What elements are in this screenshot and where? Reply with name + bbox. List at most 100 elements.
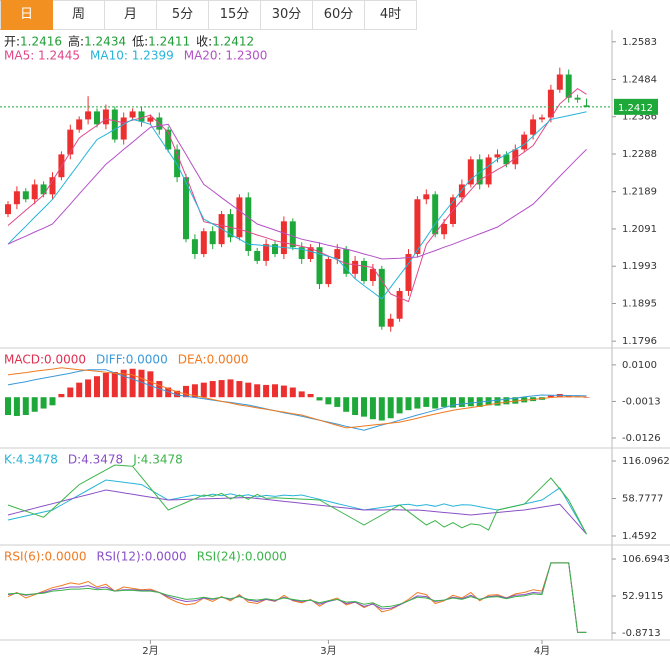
macd-bar (13, 397, 20, 416)
macd-bar (218, 380, 225, 398)
candle-body (138, 111, 145, 122)
macd-bar (5, 397, 11, 416)
macd-bar (467, 397, 474, 407)
ma-line (7, 111, 587, 300)
macd-bar (67, 387, 74, 398)
period-tab[interactable]: 周 (53, 0, 105, 30)
period-tab[interactable]: 日 (0, 0, 53, 30)
candle-body (174, 149, 181, 178)
ma-line (7, 123, 587, 260)
macd-bar (369, 397, 376, 420)
legend-item: MA10: 1.2399 (90, 49, 174, 63)
candle-body (236, 197, 243, 238)
candle-body (432, 194, 439, 235)
macd-bar (423, 397, 430, 407)
legend-item: MACD:0.0000 (4, 353, 86, 367)
legend-item: RSI(24):0.0000 (197, 550, 287, 564)
macd-bar (387, 397, 394, 419)
header-label: 开: (4, 35, 20, 49)
macd-bar (272, 384, 278, 398)
macd-bar (325, 397, 332, 405)
y-tick-label: 0.0100 (622, 360, 657, 371)
candle-body (13, 191, 20, 205)
macd-bar (165, 387, 172, 398)
candle-body (298, 247, 305, 259)
candle-body (343, 249, 350, 274)
candle-body (94, 111, 100, 125)
macd-bar (334, 397, 341, 407)
header-value: 1.2411 (148, 35, 190, 49)
candle-body (307, 247, 314, 259)
macd-bar (343, 397, 350, 412)
candle-body (521, 134, 528, 150)
candle-body (396, 290, 403, 319)
macd-bar (147, 371, 154, 398)
legend-item: DIFF:0.0000 (96, 353, 168, 367)
candle-body (574, 97, 581, 100)
candle-body (254, 251, 261, 261)
y-tick-label: 1.2091 (622, 224, 657, 235)
legend-item: RSI(12):0.0000 (97, 550, 187, 564)
macd-bar (414, 397, 421, 409)
macd-bar (22, 397, 29, 416)
period-tab[interactable]: 5分 (157, 0, 209, 30)
period-tab[interactable]: 60分 (313, 0, 365, 30)
candle-body (289, 221, 296, 248)
candle-body (441, 223, 448, 235)
indicator-line (7, 562, 587, 633)
candle-body (76, 119, 83, 130)
candle-body (334, 249, 341, 259)
candle-body (467, 159, 474, 185)
candle-body (547, 89, 554, 118)
macd-bar (49, 397, 56, 406)
candle-body (227, 214, 234, 238)
candle-body (263, 244, 270, 261)
header-label: 低: (132, 35, 148, 49)
x-tick-label: 4月 (534, 645, 550, 657)
y-tick-label: 1.2484 (622, 74, 657, 85)
macd-bar (236, 381, 243, 398)
indicator-line (7, 479, 587, 535)
candle-body (423, 194, 430, 200)
period-tab[interactable]: 4时 (365, 0, 417, 30)
period-tab[interactable]: 30分 (261, 0, 313, 30)
macd-bar (396, 397, 403, 414)
y-tick-label: -0.0126 (622, 433, 661, 444)
macd-bar (316, 397, 323, 401)
macd-bar (512, 397, 519, 404)
candle-body (22, 191, 29, 200)
y-tick-label: 116.0962 (622, 456, 670, 467)
y-tick-label: 52.9115 (622, 591, 663, 602)
candle-body (49, 177, 56, 195)
candle-body (556, 74, 563, 90)
x-tick-label: 2月 (142, 645, 158, 657)
macd-bar (209, 381, 216, 398)
y-tick-label: 58.7777 (622, 493, 663, 504)
y-tick-label: 1.1895 (622, 298, 657, 309)
legend-item: RSI(6):0.0000 (4, 550, 87, 564)
period-tab[interactable]: 15分 (209, 0, 261, 30)
macd-bar (307, 393, 314, 398)
candle-body (352, 260, 359, 274)
period-tab[interactable]: 月 (105, 0, 157, 30)
header-label: 高: (68, 34, 84, 49)
candle-body (378, 268, 385, 327)
y-tick-label: 106.6943 (622, 554, 670, 565)
macd-bar (183, 385, 189, 398)
header-label: 收: (196, 35, 212, 49)
last-price-label: 1.2412 (618, 103, 653, 114)
macd-bar (31, 397, 38, 412)
macd-bar (138, 369, 145, 398)
macd-bar (547, 395, 554, 398)
candle-body (5, 204, 11, 215)
candle-body (387, 318, 394, 327)
candle-body (272, 244, 278, 255)
indicator-line (7, 367, 587, 429)
macd-bar (503, 397, 510, 405)
candle-body (209, 231, 216, 245)
macd-bar (245, 382, 252, 398)
candle-body (191, 239, 198, 255)
candle-body (111, 109, 118, 140)
macd-bar (58, 393, 65, 398)
